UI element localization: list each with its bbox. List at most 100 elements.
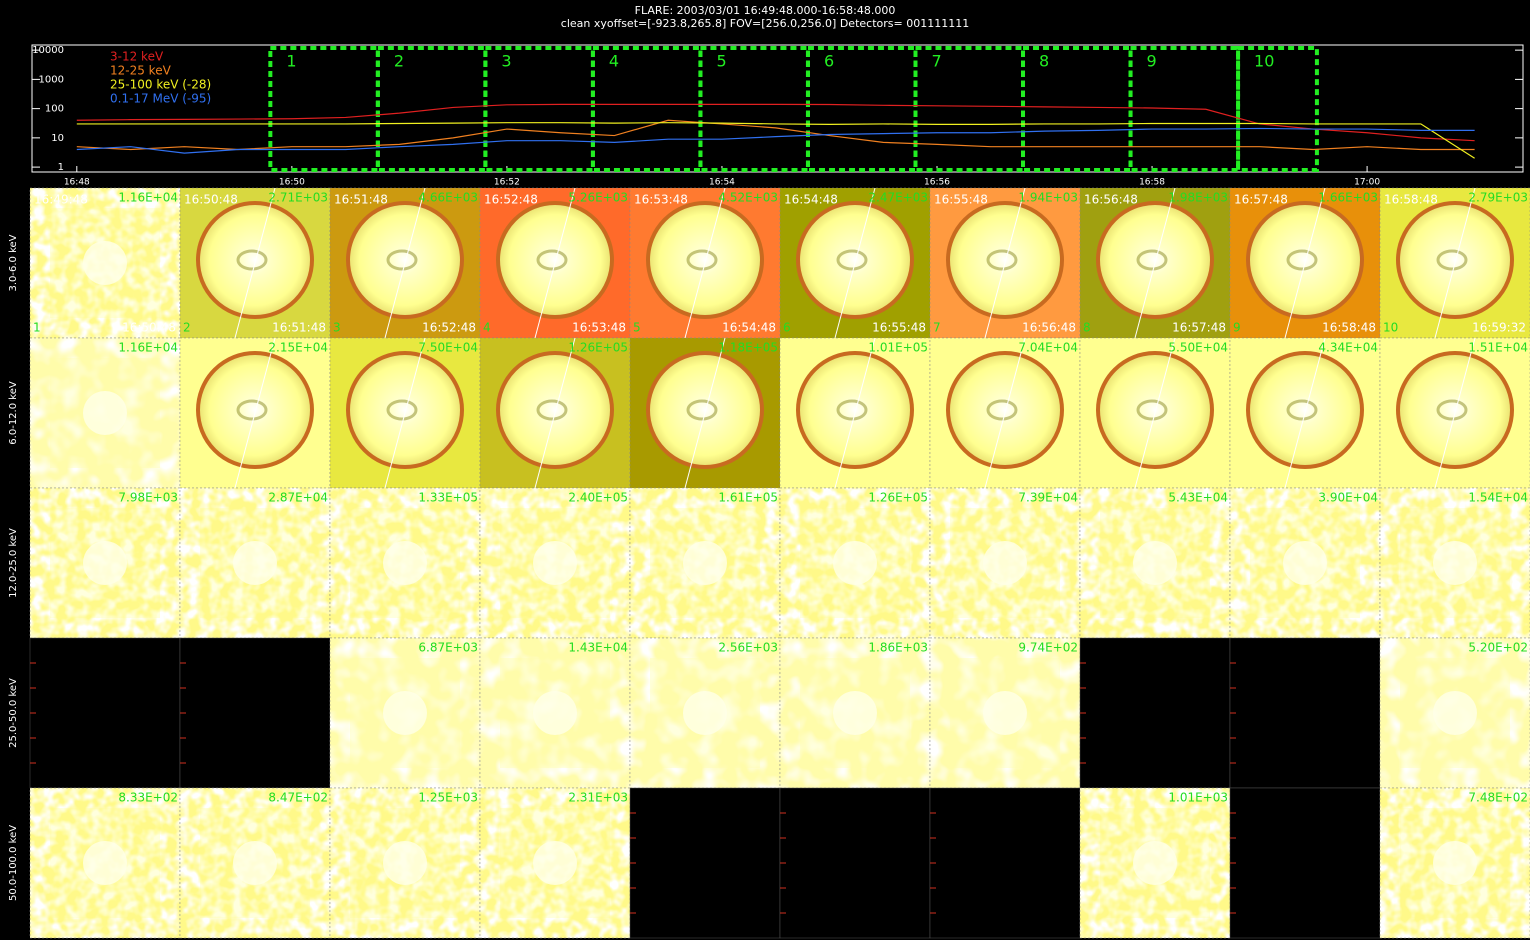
start-time: 16:55:48 (934, 193, 988, 207)
image-cell: 7.39E+04 (929, 487, 1081, 639)
interval-index: 9 (1233, 321, 1241, 335)
image-cell: 2.47E+03 16:54:48 16:55:48 6 (779, 187, 931, 339)
peak-label: 1.25E+03 (418, 791, 478, 805)
interval-index: 8 (1083, 321, 1091, 335)
image-cell: 4.52E+03 16:53:48 16:54:48 5 (629, 187, 781, 339)
legend-entry: 0.1-17 MeV (-95) (110, 92, 211, 106)
limb (234, 337, 276, 489)
interval-box (1128, 46, 1241, 172)
disk (946, 201, 1064, 319)
image-cell: 1.86E+03 (779, 637, 931, 789)
image-cell: 1.61E+05 (629, 487, 781, 639)
source (683, 541, 727, 585)
image-cell: 8.33E+02 (29, 787, 181, 939)
source (683, 691, 727, 735)
end-time: 16:52:48 (422, 321, 476, 335)
peak-label: 5.26E+03 (568, 191, 628, 205)
image-cell: 1.43E+04 (479, 637, 631, 789)
row-label: 12.0-25.0 keV (8, 528, 19, 598)
peak-label: 7.98E+03 (118, 491, 178, 505)
disk (646, 351, 764, 469)
limb (984, 187, 1026, 339)
interval-label: 2 (394, 52, 404, 71)
end-time: 16:58:48 (1322, 321, 1376, 335)
empty-cell (1229, 787, 1381, 939)
image-cell: 2.15E+04 (179, 337, 331, 489)
interval-index: 2 (183, 321, 191, 335)
limb (384, 187, 426, 339)
source (386, 399, 418, 421)
interval-box (805, 46, 918, 172)
peak-label: 7.50E+04 (418, 341, 478, 355)
source (383, 841, 427, 885)
start-time: 16:58:48 (1384, 193, 1438, 207)
peak-label: 1.18E+05 (718, 341, 778, 355)
peak-label: 1.01E+03 (1168, 791, 1228, 805)
limb (684, 337, 726, 489)
limb (1434, 187, 1476, 339)
peak-label: 6.87E+03 (418, 641, 478, 655)
peak-label: 2.40E+05 (568, 491, 628, 505)
image-cell: 4.66E+03 16:51:48 16:52:48 3 (329, 187, 481, 339)
source (533, 841, 577, 885)
interval-box (913, 46, 1026, 172)
source (986, 399, 1018, 421)
source (1133, 841, 1177, 885)
row-label: 25.0-50.0 keV (8, 678, 19, 748)
source (1136, 399, 1168, 421)
image-cell: 1.01E+05 (779, 337, 931, 489)
image-cell: 1.16E+04 (29, 337, 181, 489)
image-cell: 1.98E+03 16:56:48 16:57:48 8 (1079, 187, 1231, 339)
image-cell (629, 787, 781, 939)
interval-box (590, 46, 703, 172)
cell-border (1379, 637, 1530, 789)
source (1136, 249, 1168, 271)
source (1433, 691, 1477, 735)
interval-label: 3 (501, 52, 511, 71)
limb (1284, 337, 1326, 489)
interval-label: 1 (286, 52, 296, 71)
end-time: 16:50:48 (122, 321, 176, 335)
interval-box (375, 46, 488, 172)
peak-label: 4.66E+03 (418, 191, 478, 205)
source (83, 241, 127, 285)
legend-entry: 3-12 keV (110, 50, 164, 64)
peak-label: 1.51E+04 (1468, 341, 1528, 355)
end-time: 16:53:48 (572, 321, 626, 335)
disk (1096, 201, 1214, 319)
image-cell: 2.31E+03 (479, 787, 631, 939)
empty-cell (179, 637, 331, 789)
x-tick-label: 17:00 (1354, 178, 1380, 188)
image-cell: 8.47E+02 (179, 787, 331, 939)
image-cell: 1.54E+04 (1379, 487, 1530, 639)
interval-label: 5 (716, 52, 726, 71)
limb (684, 187, 726, 339)
source (836, 249, 868, 271)
y-tick-label: 10 (51, 133, 64, 144)
source (383, 691, 427, 735)
source (986, 249, 1018, 271)
peak-label: 1.01E+05 (868, 341, 928, 355)
end-time: 16:55:48 (872, 321, 926, 335)
source (836, 399, 868, 421)
image-cell (29, 637, 181, 789)
interval-index: 5 (633, 321, 641, 335)
peak-label: 1.26E+05 (868, 491, 928, 505)
source (83, 541, 127, 585)
image-cell: 3.90E+04 (1229, 487, 1381, 639)
peak-label: 5.50E+04 (1168, 341, 1228, 355)
image-cell: 1.18E+05 (629, 337, 781, 489)
start-time: 16:51:48 (334, 193, 388, 207)
start-time: 16:57:48 (1234, 193, 1288, 207)
source (833, 691, 877, 735)
row-label: 3.0-6.0 keV (8, 234, 19, 291)
cell-border (1379, 487, 1530, 639)
disk (646, 201, 764, 319)
empty-cell (1079, 637, 1231, 789)
line-series (76, 119, 1475, 151)
source (1286, 399, 1318, 421)
source (536, 399, 568, 421)
peak-label: 7.39E+04 (1018, 491, 1078, 505)
